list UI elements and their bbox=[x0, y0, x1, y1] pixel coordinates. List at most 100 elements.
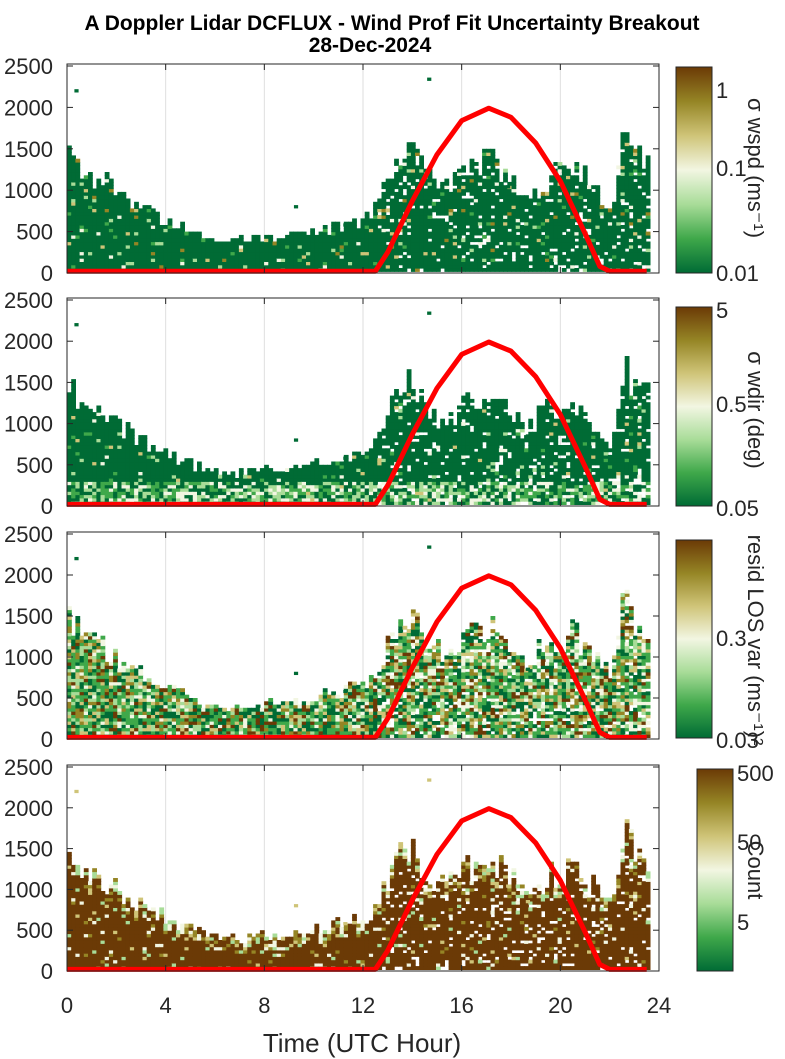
heatmap-cell bbox=[461, 468, 466, 472]
heatmap-cell bbox=[402, 441, 408, 446]
heatmap-cell bbox=[385, 225, 391, 229]
heatmap-cell bbox=[79, 208, 85, 213]
heatmap-cell bbox=[125, 422, 131, 426]
heatmap-cell bbox=[469, 487, 475, 492]
heatmap-cell bbox=[92, 445, 97, 449]
heatmap-cell bbox=[310, 487, 315, 492]
heatmap-cell bbox=[410, 142, 416, 147]
heatmap-cell bbox=[406, 418, 412, 423]
heatmap-cell bbox=[494, 168, 500, 173]
heatmap-cell bbox=[276, 254, 282, 259]
heatmap-cell bbox=[398, 248, 404, 253]
heatmap-cell bbox=[553, 234, 559, 239]
heatmap-cell bbox=[171, 241, 177, 246]
heatmap-cell bbox=[419, 448, 424, 453]
heatmap-cell bbox=[159, 228, 165, 233]
heatmap-cell bbox=[331, 228, 336, 233]
heatmap-cell bbox=[259, 487, 265, 492]
heatmap-cell bbox=[415, 152, 420, 156]
heatmap-cell bbox=[96, 468, 102, 472]
heatmap-cell bbox=[88, 241, 93, 246]
heatmap-cell bbox=[515, 258, 521, 262]
heatmap-cell bbox=[348, 221, 353, 226]
heatmap-cell bbox=[167, 231, 173, 236]
heatmap-cell bbox=[423, 415, 429, 420]
heatmap-cell bbox=[167, 264, 173, 269]
heatmap-cell bbox=[75, 471, 81, 476]
heatmap-cell bbox=[100, 191, 106, 196]
heatmap-cell bbox=[431, 268, 437, 272]
heatmap-cell bbox=[599, 244, 605, 249]
heatmap-cell bbox=[125, 468, 131, 472]
heatmap-cell bbox=[595, 225, 601, 229]
heatmap-cell bbox=[146, 481, 152, 486]
heatmap-cell bbox=[645, 234, 651, 239]
heatmap-cell bbox=[373, 438, 378, 443]
heatmap-cell bbox=[113, 454, 118, 459]
heatmap-cell bbox=[226, 484, 232, 489]
heatmap-cell bbox=[431, 261, 437, 266]
heatmap-cell bbox=[423, 258, 429, 262]
heatmap-cell bbox=[524, 195, 529, 200]
heatmap-cell bbox=[452, 438, 458, 443]
heatmap-cell bbox=[561, 208, 567, 213]
heatmap-cell bbox=[117, 435, 123, 439]
heatmap-cell bbox=[486, 228, 492, 233]
heatmap-cell bbox=[125, 234, 131, 239]
heatmap-cell bbox=[385, 497, 391, 502]
heatmap-cell bbox=[444, 428, 450, 433]
heatmap-cell bbox=[519, 231, 525, 236]
heatmap-cell bbox=[591, 195, 596, 200]
heatmap-cell bbox=[457, 261, 462, 266]
heatmap-cell bbox=[188, 468, 194, 472]
heatmap-cell bbox=[138, 494, 144, 499]
heatmap-cell bbox=[108, 415, 114, 420]
heatmap-cell bbox=[389, 181, 395, 186]
heatmap-cell bbox=[645, 185, 651, 190]
heatmap-cell bbox=[578, 205, 584, 209]
heatmap-cell bbox=[486, 497, 492, 502]
heatmap-cell bbox=[486, 185, 492, 190]
heatmap-cell bbox=[306, 471, 311, 476]
heatmap-cell bbox=[364, 468, 370, 472]
heatmap-cell bbox=[327, 468, 332, 472]
heatmap-cell bbox=[410, 451, 416, 456]
heatmap-cell bbox=[92, 454, 97, 459]
heatmap-cell bbox=[469, 458, 475, 463]
heatmap-cell bbox=[297, 244, 303, 249]
heatmap-cell bbox=[486, 264, 492, 269]
heatmap-cell bbox=[473, 464, 479, 469]
heatmap-cell bbox=[612, 248, 617, 253]
heatmap-cell bbox=[108, 258, 114, 262]
heatmap-cell bbox=[457, 195, 462, 200]
heatmap-cell bbox=[150, 228, 156, 233]
heatmap-cell bbox=[398, 172, 404, 176]
heatmap-cell bbox=[92, 484, 97, 489]
heatmap-cell bbox=[494, 441, 500, 446]
heatmap-cell bbox=[385, 191, 391, 196]
heatmap-cell bbox=[121, 478, 127, 482]
heatmap-cell bbox=[125, 254, 131, 259]
heatmap-cell bbox=[620, 205, 626, 209]
heatmap-cell bbox=[620, 244, 626, 249]
heatmap-cell bbox=[616, 211, 622, 216]
heatmap-cell bbox=[335, 464, 341, 469]
heatmap-cell bbox=[444, 487, 450, 492]
heatmap-cell bbox=[398, 258, 404, 262]
heatmap-cell bbox=[519, 258, 525, 262]
heatmap-cell bbox=[348, 238, 353, 243]
heatmap-cell bbox=[410, 244, 416, 249]
heatmap-cell bbox=[88, 191, 93, 196]
heatmap-cell bbox=[477, 501, 483, 505]
heatmap-cell bbox=[155, 254, 160, 259]
heatmap-cell bbox=[92, 225, 97, 229]
heatmap-cell bbox=[108, 191, 114, 196]
heatmap-cell bbox=[276, 261, 282, 266]
heatmap-cell bbox=[482, 435, 487, 439]
heatmap-cell bbox=[314, 241, 320, 246]
heatmap-cell bbox=[515, 238, 521, 243]
heatmap-cell bbox=[184, 231, 190, 236]
heatmap-cell bbox=[310, 238, 315, 243]
heatmap-cell bbox=[113, 251, 118, 256]
heatmap-cell bbox=[71, 191, 76, 196]
